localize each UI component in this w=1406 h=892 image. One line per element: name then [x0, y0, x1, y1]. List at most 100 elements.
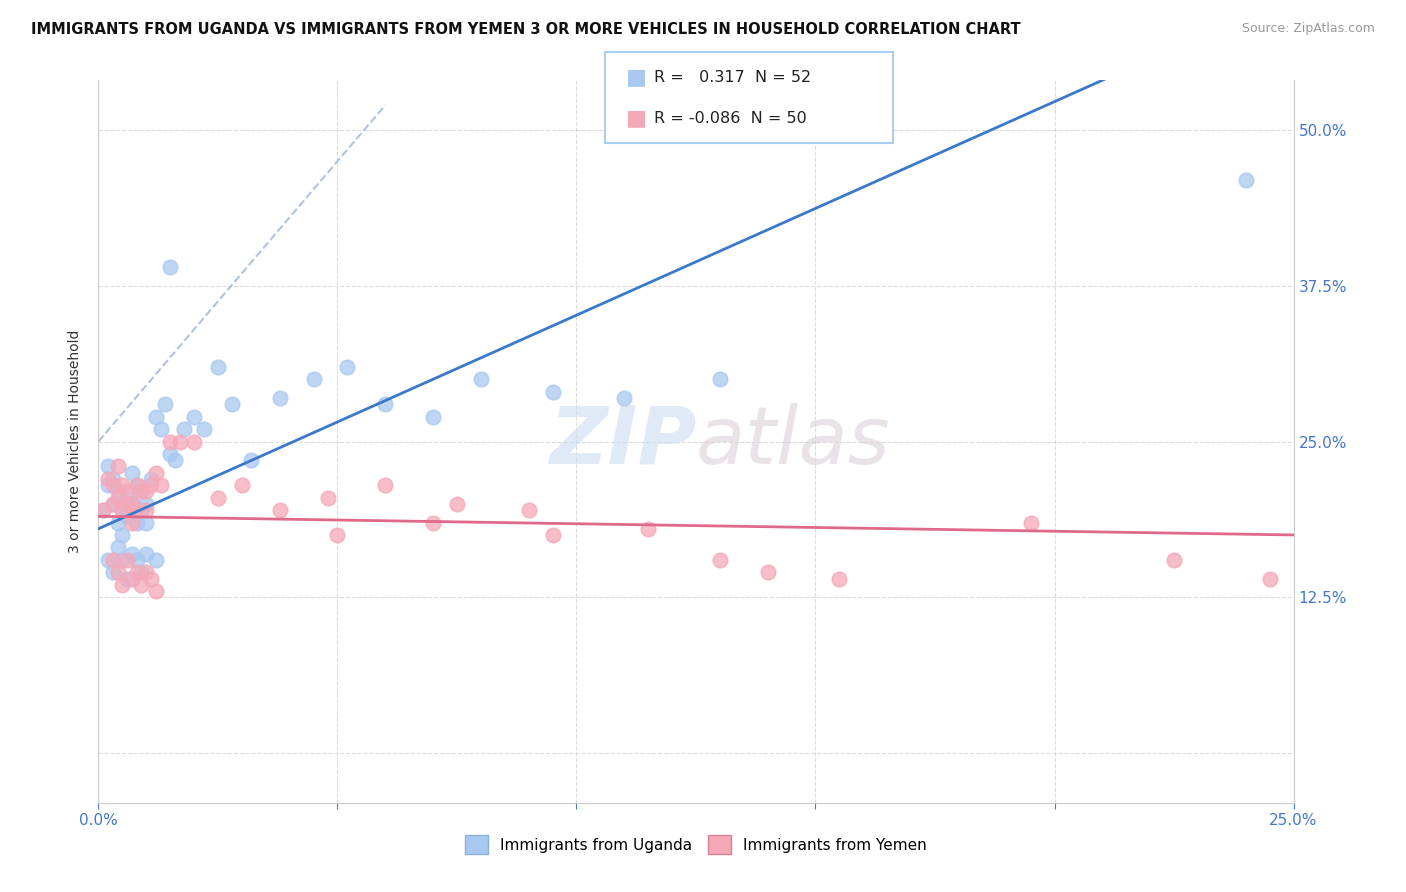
Point: [125, 553, 148, 567]
Point: [756, 566, 779, 580]
Point: [115, 572, 138, 586]
Point: [240, 453, 263, 467]
Point: [374, 478, 396, 492]
Point: [163, 453, 186, 467]
Point: [115, 484, 138, 499]
Point: [269, 503, 291, 517]
Point: [828, 572, 851, 586]
Point: [135, 566, 157, 580]
Point: [1258, 572, 1281, 586]
Point: [135, 503, 157, 517]
Point: [1234, 173, 1257, 187]
Point: [111, 528, 134, 542]
Text: IMMIGRANTS FROM UGANDA VS IMMIGRANTS FROM YEMEN 3 OR MORE VEHICLES IN HOUSEHOLD : IMMIGRANTS FROM UGANDA VS IMMIGRANTS FRO…: [31, 22, 1021, 37]
Point: [135, 516, 157, 530]
Point: [107, 516, 129, 530]
Point: [326, 528, 349, 542]
Point: [97, 553, 120, 567]
Text: ZIP: ZIP: [548, 402, 696, 481]
Point: [121, 497, 143, 511]
Point: [135, 497, 157, 511]
Point: [111, 578, 134, 592]
Text: R = -0.086  N = 50: R = -0.086 N = 50: [654, 112, 807, 126]
Point: [97, 472, 120, 486]
Text: Source: ZipAtlas.com: Source: ZipAtlas.com: [1241, 22, 1375, 36]
Point: [207, 491, 229, 505]
Point: [139, 572, 162, 586]
Point: [101, 472, 124, 486]
Point: [145, 466, 167, 480]
Point: [149, 422, 172, 436]
Point: [145, 584, 167, 599]
Point: [231, 478, 253, 492]
Point: [169, 434, 191, 449]
Point: [121, 547, 143, 561]
Point: [159, 434, 181, 449]
Point: [131, 566, 153, 580]
Point: [121, 466, 143, 480]
Point: [135, 547, 157, 561]
Point: [131, 484, 153, 499]
Point: [107, 484, 129, 499]
Point: [115, 553, 138, 567]
Point: [91, 503, 114, 517]
Point: [107, 541, 129, 555]
Point: [107, 491, 129, 505]
Point: [637, 522, 659, 536]
Point: [111, 478, 134, 492]
Point: [131, 484, 153, 499]
Point: [145, 553, 167, 567]
Point: [541, 384, 564, 399]
Point: [183, 434, 205, 449]
Point: [446, 497, 468, 511]
Point: [470, 372, 492, 386]
Point: [111, 553, 134, 567]
Point: [91, 503, 114, 517]
Point: [101, 566, 124, 580]
Point: [155, 397, 177, 411]
Point: [115, 509, 138, 524]
Point: [111, 503, 134, 517]
Point: [193, 422, 215, 436]
Point: [709, 553, 731, 567]
Point: [125, 478, 148, 492]
Point: [541, 528, 564, 542]
Point: [374, 397, 396, 411]
Point: [125, 478, 148, 492]
Point: [316, 491, 339, 505]
Point: [97, 478, 120, 492]
Point: [121, 497, 143, 511]
Point: [125, 516, 148, 530]
Point: [139, 472, 162, 486]
Point: [139, 478, 162, 492]
Point: [613, 391, 636, 405]
Point: [101, 478, 124, 492]
Point: [131, 578, 153, 592]
Point: [145, 409, 167, 424]
Point: [207, 359, 229, 374]
Point: [101, 553, 124, 567]
Point: [125, 503, 148, 517]
Text: R =   0.317  N = 52: R = 0.317 N = 52: [654, 70, 811, 85]
Point: [517, 503, 540, 517]
Point: [1163, 553, 1185, 567]
Point: [101, 497, 124, 511]
Point: [101, 497, 124, 511]
Point: [221, 397, 243, 411]
Text: ■: ■: [626, 109, 647, 128]
Point: [97, 459, 120, 474]
Point: [115, 491, 138, 505]
Point: [159, 260, 181, 274]
Point: [121, 572, 143, 586]
Y-axis label: 3 or more Vehicles in Household: 3 or more Vehicles in Household: [69, 330, 83, 553]
Point: [1019, 516, 1042, 530]
Text: atlas: atlas: [696, 402, 891, 481]
Point: [336, 359, 359, 374]
Point: [709, 372, 731, 386]
Point: [269, 391, 291, 405]
Point: [149, 478, 172, 492]
Point: [422, 516, 444, 530]
Point: [159, 447, 181, 461]
Point: [107, 566, 129, 580]
Point: [422, 409, 444, 424]
